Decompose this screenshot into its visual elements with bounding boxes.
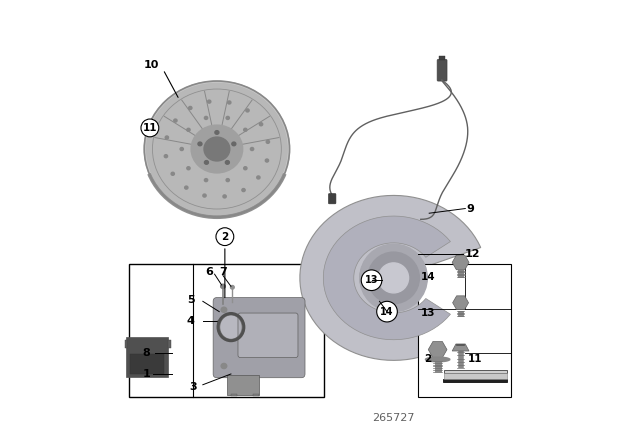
- Text: 12: 12: [465, 249, 480, 258]
- Ellipse shape: [221, 363, 227, 369]
- Ellipse shape: [228, 101, 231, 104]
- FancyBboxPatch shape: [328, 194, 336, 204]
- FancyBboxPatch shape: [130, 354, 164, 375]
- Text: 5: 5: [188, 295, 195, 306]
- Text: 4: 4: [186, 316, 194, 326]
- Ellipse shape: [171, 172, 174, 175]
- Ellipse shape: [226, 179, 229, 181]
- Text: 13: 13: [365, 275, 378, 285]
- Text: 11: 11: [143, 123, 157, 133]
- FancyBboxPatch shape: [238, 313, 298, 358]
- Text: 8: 8: [143, 348, 150, 358]
- Ellipse shape: [204, 179, 207, 181]
- Circle shape: [141, 119, 159, 137]
- Ellipse shape: [220, 315, 242, 339]
- Polygon shape: [323, 216, 451, 340]
- Ellipse shape: [204, 116, 207, 120]
- Polygon shape: [443, 379, 508, 383]
- Ellipse shape: [221, 307, 227, 312]
- Ellipse shape: [221, 284, 225, 289]
- Ellipse shape: [266, 159, 269, 162]
- FancyBboxPatch shape: [419, 264, 511, 397]
- Circle shape: [361, 270, 382, 291]
- FancyBboxPatch shape: [125, 340, 127, 348]
- Ellipse shape: [246, 109, 249, 112]
- Text: 9: 9: [466, 203, 474, 214]
- Text: 3: 3: [189, 382, 197, 392]
- Circle shape: [377, 302, 397, 322]
- Ellipse shape: [225, 160, 229, 164]
- Text: 7: 7: [219, 267, 227, 277]
- Ellipse shape: [226, 116, 229, 120]
- Text: 13: 13: [420, 308, 435, 318]
- Ellipse shape: [207, 100, 211, 103]
- Ellipse shape: [191, 125, 243, 173]
- Ellipse shape: [223, 195, 227, 198]
- Polygon shape: [300, 195, 481, 360]
- Ellipse shape: [180, 147, 184, 151]
- Ellipse shape: [426, 357, 450, 362]
- Circle shape: [360, 244, 428, 312]
- Ellipse shape: [259, 123, 262, 126]
- Ellipse shape: [147, 83, 287, 215]
- Ellipse shape: [257, 176, 260, 179]
- Text: 2: 2: [424, 353, 431, 363]
- Ellipse shape: [165, 136, 168, 139]
- FancyBboxPatch shape: [213, 297, 305, 378]
- Ellipse shape: [164, 155, 168, 158]
- Text: 14: 14: [380, 306, 394, 317]
- Ellipse shape: [230, 285, 234, 289]
- Polygon shape: [452, 344, 469, 351]
- Text: 6: 6: [205, 267, 213, 277]
- FancyBboxPatch shape: [227, 375, 259, 395]
- FancyBboxPatch shape: [129, 264, 324, 397]
- Ellipse shape: [242, 189, 245, 192]
- Text: 10: 10: [143, 60, 159, 69]
- Circle shape: [216, 228, 234, 246]
- FancyBboxPatch shape: [439, 56, 445, 60]
- Ellipse shape: [203, 194, 206, 197]
- Polygon shape: [444, 373, 506, 379]
- Text: 14: 14: [420, 272, 435, 282]
- Text: 265727: 265727: [372, 413, 415, 422]
- Ellipse shape: [198, 142, 202, 146]
- Ellipse shape: [189, 107, 192, 109]
- Ellipse shape: [187, 167, 190, 170]
- FancyBboxPatch shape: [127, 337, 168, 377]
- Ellipse shape: [187, 128, 190, 131]
- Ellipse shape: [250, 147, 253, 151]
- Ellipse shape: [144, 81, 289, 217]
- Polygon shape: [444, 370, 508, 373]
- Ellipse shape: [232, 142, 236, 146]
- Ellipse shape: [204, 137, 230, 161]
- FancyBboxPatch shape: [231, 394, 237, 396]
- Ellipse shape: [215, 131, 219, 134]
- Text: 1: 1: [143, 369, 150, 379]
- Ellipse shape: [204, 160, 209, 164]
- Circle shape: [379, 263, 408, 293]
- FancyBboxPatch shape: [253, 394, 259, 396]
- FancyBboxPatch shape: [168, 340, 171, 348]
- Ellipse shape: [244, 167, 247, 170]
- Ellipse shape: [185, 186, 188, 189]
- Ellipse shape: [244, 128, 247, 131]
- Ellipse shape: [174, 119, 177, 122]
- Circle shape: [368, 252, 419, 304]
- Text: 11: 11: [467, 353, 482, 363]
- Ellipse shape: [266, 140, 269, 143]
- Text: 2: 2: [221, 232, 228, 241]
- FancyBboxPatch shape: [437, 60, 447, 81]
